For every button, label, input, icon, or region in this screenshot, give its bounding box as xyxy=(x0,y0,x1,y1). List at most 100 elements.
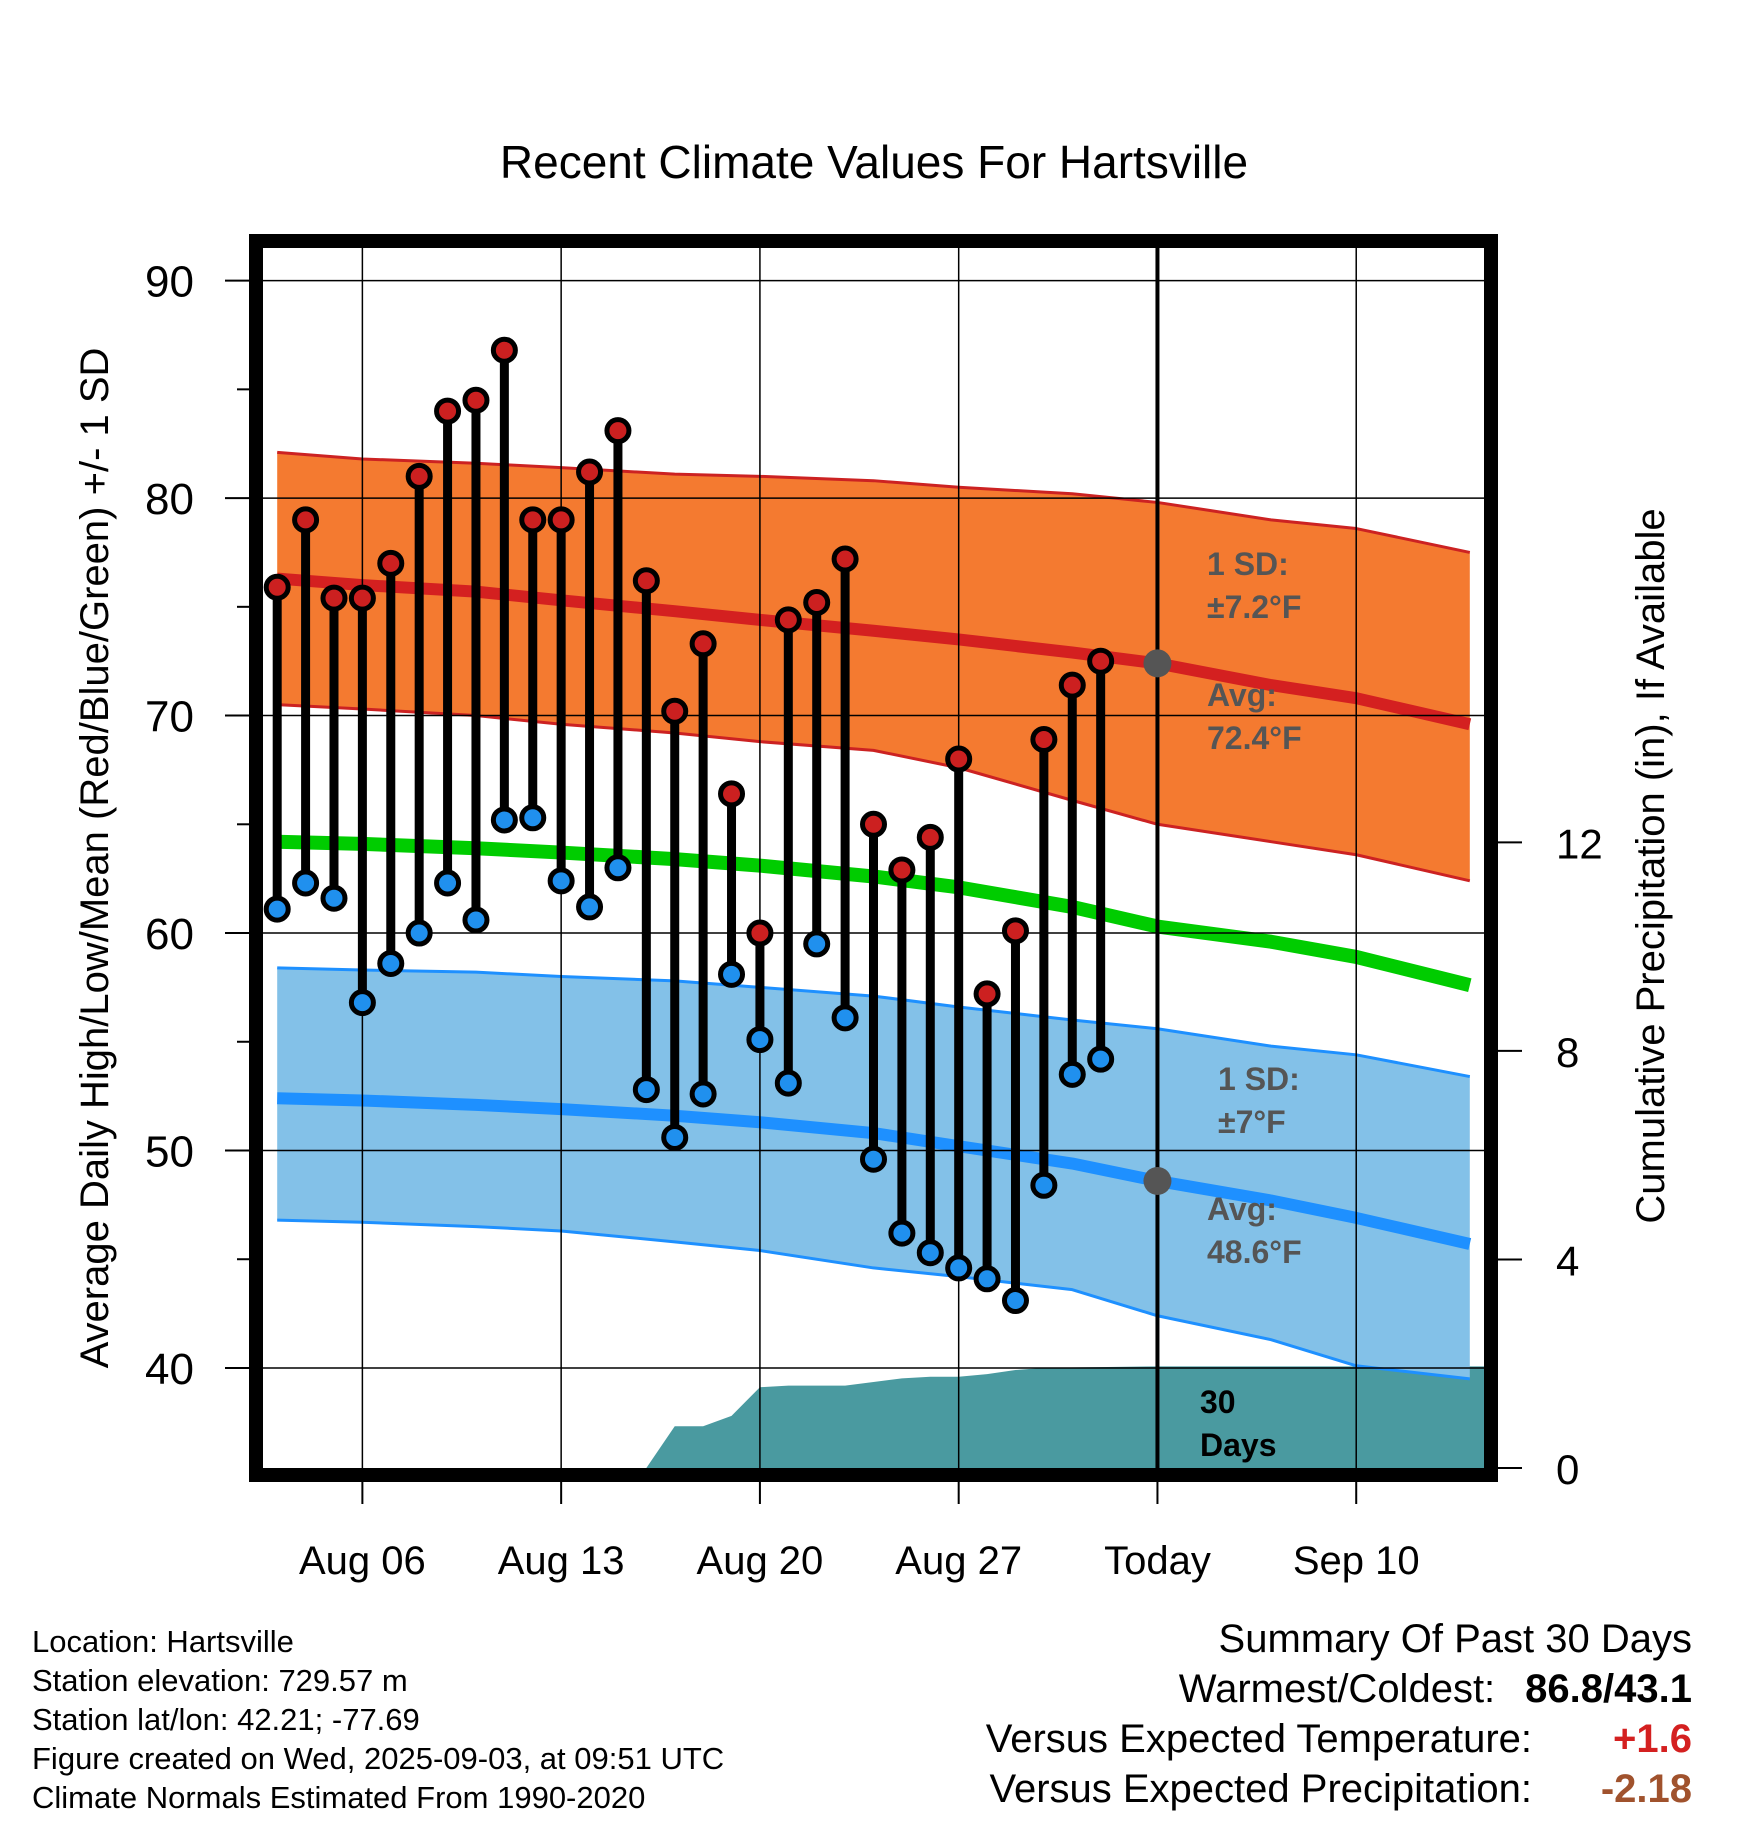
obs-high-dot xyxy=(1030,725,1058,753)
station-info: Location: Hartsville Station elevation: … xyxy=(32,1622,724,1817)
obs-low-dot xyxy=(718,960,746,988)
summary-precip: Versus Expected Precipitation: -2.18 xyxy=(986,1764,1692,1814)
today-low-marker xyxy=(1143,1166,1172,1195)
obs-high-dot xyxy=(774,606,802,634)
obs-low-dot xyxy=(888,1219,916,1247)
obs-high-dot xyxy=(916,823,944,851)
annotation-line1: Avg: xyxy=(1207,677,1277,713)
obs-high-dot xyxy=(604,417,632,445)
obs-low-dot xyxy=(916,1239,944,1267)
obs-low-dot xyxy=(945,1254,973,1282)
warm-cold-label: Warmest/Coldest: xyxy=(1178,1667,1496,1711)
obs-low-dot xyxy=(746,1026,774,1054)
obs-low-dot xyxy=(462,906,490,934)
low-sd-band xyxy=(277,967,1470,1379)
obs-low-dot xyxy=(263,895,291,923)
obs-low-dot xyxy=(689,1080,717,1108)
y-tick-label: 50 xyxy=(145,1127,194,1176)
obs-high-dot xyxy=(1001,917,1029,945)
obs-low-dot xyxy=(1087,1045,1115,1073)
obs-high-dot xyxy=(490,336,518,364)
annotation-line2: Days xyxy=(1200,1427,1277,1463)
obs-low-dot xyxy=(661,1123,689,1151)
obs-high-dot xyxy=(263,573,291,601)
precip-area xyxy=(277,1366,1484,1468)
obs-high-dot xyxy=(320,584,348,612)
obs-high-dot xyxy=(405,462,433,490)
obs-low-dot xyxy=(1001,1287,1029,1315)
x-tick-label: Aug 20 xyxy=(697,1539,824,1583)
y2-tick-label: 8 xyxy=(1556,1029,1579,1076)
location-text: Location: Hartsville xyxy=(32,1624,294,1659)
obs-low-dot xyxy=(519,804,547,832)
precip-label: Versus Expected Precipitation: xyxy=(989,1767,1532,1811)
obs-low-dot xyxy=(434,869,462,897)
obs-high-dot xyxy=(746,919,774,947)
obs-low-dot xyxy=(1058,1060,1086,1088)
x-tick-label: Aug 06 xyxy=(299,1539,426,1583)
obs-high-dot xyxy=(292,506,320,534)
temp-value: +1.6 xyxy=(1613,1717,1692,1761)
obs-high-dot xyxy=(803,588,831,616)
x-tick-label: Today xyxy=(1104,1539,1211,1583)
x-tick-label: Aug 27 xyxy=(895,1539,1022,1583)
y-tick-label: 80 xyxy=(145,475,194,524)
climate-chart: Recent Climate Values For Hartsville 1 SD… xyxy=(73,136,1673,1583)
y2-tick-label: 4 xyxy=(1556,1237,1579,1284)
obs-high-dot xyxy=(377,549,405,577)
y2-tick-label: 0 xyxy=(1556,1446,1579,1493)
obs-low-dot xyxy=(604,854,632,882)
low-lower-sd-line xyxy=(277,1218,1470,1381)
latlon-text: Station lat/lon: 42.21; -77.69 xyxy=(32,1702,420,1737)
obs-high-dot xyxy=(831,545,859,573)
high-sd-band xyxy=(277,452,1470,881)
annotation-line1: 1 SD: xyxy=(1207,546,1289,582)
summary-panel: Summary Of Past 30 Days Warmest/Coldest:… xyxy=(986,1614,1692,1814)
obs-low-dot xyxy=(377,949,405,977)
obs-high-dot xyxy=(632,567,660,595)
created-text: Figure created on Wed, 2025-09-03, at 09… xyxy=(32,1741,725,1776)
chart-title: Recent Climate Values For Hartsville xyxy=(500,136,1248,188)
summary-heading: Summary Of Past 30 Days xyxy=(1218,1617,1692,1661)
obs-high-dot xyxy=(547,506,575,534)
obs-high-dot xyxy=(462,386,490,414)
y-tick-label: 60 xyxy=(145,910,194,959)
annotation-line2: ±7°F xyxy=(1218,1104,1286,1140)
obs-high-dot xyxy=(945,745,973,773)
y-tick-label: 70 xyxy=(145,693,194,742)
obs-high-dot xyxy=(519,506,547,534)
obs-high-dot xyxy=(434,397,462,425)
obs-low-dot xyxy=(973,1265,1001,1293)
obs-low-dot xyxy=(320,884,348,912)
annotation-line1: Avg: xyxy=(1207,1191,1277,1227)
y2-axis-title: Cumulative Precipitation (in), If Availa… xyxy=(1629,508,1673,1223)
obs-low-dot xyxy=(405,919,433,947)
obs-high-dot xyxy=(860,810,887,838)
obs-high-dot xyxy=(888,856,916,884)
obs-low-dot xyxy=(632,1076,660,1104)
obs-low-dot xyxy=(490,806,518,834)
annotation-line2: ±7.2°F xyxy=(1207,589,1301,625)
today-high-marker xyxy=(1143,649,1172,678)
obs-low-dot xyxy=(348,989,376,1017)
y-axis-title: Average Daily High/Low/Mean (Red/Blue/Gr… xyxy=(73,348,117,1369)
obs-high-dot xyxy=(1087,647,1115,675)
obs-low-dot xyxy=(576,893,604,921)
plot-frame xyxy=(249,234,1498,1482)
y2-tick-label: 12 xyxy=(1556,820,1603,867)
obs-low-dot xyxy=(292,869,320,897)
obs-low-dot xyxy=(547,867,575,895)
annotation-line1: 30 xyxy=(1200,1384,1236,1420)
obs-low-dot xyxy=(774,1069,802,1097)
obs-low-dot xyxy=(831,1004,859,1032)
x-tick-label: Aug 13 xyxy=(498,1539,625,1583)
obs-low-dot xyxy=(1030,1171,1058,1199)
x-tick-label: Sep 10 xyxy=(1293,1539,1420,1583)
elevation-text: Station elevation: 729.57 m xyxy=(32,1663,408,1698)
obs-low-dot xyxy=(803,930,831,958)
temp-label: Versus Expected Temperature: xyxy=(985,1717,1532,1761)
obs-high-dot xyxy=(973,980,1001,1008)
annotation-line1: 1 SD: xyxy=(1218,1061,1300,1097)
obs-high-dot xyxy=(689,630,717,658)
obs-high-dot xyxy=(718,780,746,808)
